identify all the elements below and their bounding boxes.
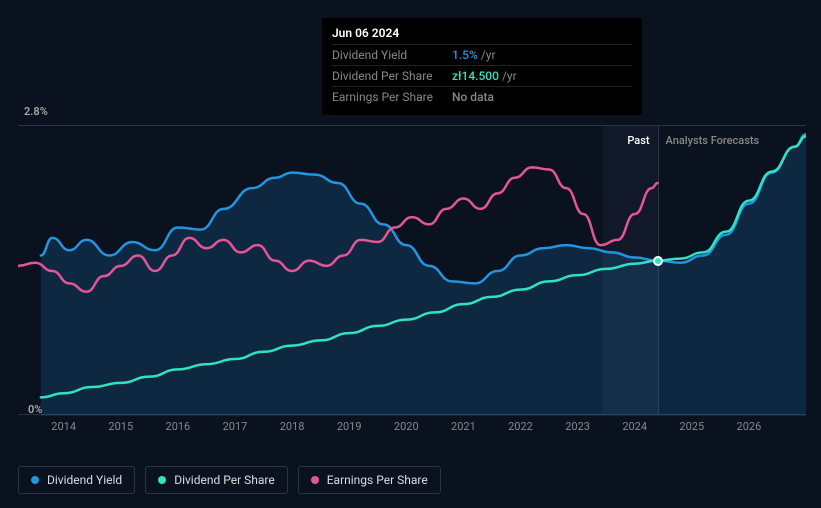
y-axis-min: 0% [28,403,42,416]
tooltip-row-label: Earnings Per Share [332,90,452,104]
legend-item[interactable]: Dividend Yield [18,466,135,494]
chart-container: 2.8% Past Analysts Forecasts 0% 2014 2015… [18,105,806,465]
x-tick: 2019 [337,420,362,433]
x-tick: 2014 [51,420,76,433]
legend-label: Dividend Yield [47,473,122,487]
tooltip-row: Dividend Yield1.5%/yr [332,44,632,65]
chart-tooltip: Jun 06 2024 Dividend Yield1.5%/yrDividen… [322,18,642,115]
x-tick: 2024 [622,420,647,433]
legend-dot [31,476,39,484]
tooltip-row-value: zł14.500 [452,69,499,83]
hover-marker [653,256,663,266]
x-tick: 2017 [223,420,248,433]
tooltip-row-value: 1.5% [452,48,478,62]
legend-label: Dividend Per Share [174,473,275,487]
y-axis-max: 2.8% [24,105,48,118]
x-tick: 2018 [280,420,305,433]
tooltip-rows: Dividend Yield1.5%/yrDividend Per Sharez… [332,44,632,107]
legend-item[interactable]: Earnings Per Share [298,466,441,494]
dividend-yield-area [41,134,806,416]
tooltip-row-unit: /yr [502,69,517,83]
tooltip-date: Jun 06 2024 [332,26,632,40]
tooltip-row-label: Dividend Yield [332,48,452,62]
x-tick: 2021 [451,420,476,433]
x-axis: 2014 2015 2016 2017 2018 2019 2020 2021 2022 2023… [18,420,806,440]
legend-dot [158,476,166,484]
tooltip-row-value: No data [452,90,494,104]
x-tick: 2023 [565,420,590,433]
x-tick: 2026 [737,420,762,433]
tooltip-row-unit: /yr [481,48,496,62]
chart-svg [18,126,806,416]
tooltip-row: Earnings Per ShareNo data [332,86,632,107]
x-tick: 2015 [108,420,133,433]
x-tick: 2020 [394,420,419,433]
legend-dot [311,476,319,484]
legend: Dividend Yield Dividend Per Share Earnings… [18,466,441,494]
legend-item[interactable]: Dividend Per Share [145,466,288,494]
tooltip-row: Dividend Per Sharezł14.500/yr [332,65,632,86]
x-tick: 2025 [679,420,704,433]
x-tick: 2016 [166,420,191,433]
plot-area[interactable]: Past Analysts Forecasts [18,125,806,415]
tooltip-row-label: Dividend Per Share [332,69,452,83]
x-tick: 2022 [508,420,533,433]
legend-label: Earnings Per Share [327,473,428,487]
